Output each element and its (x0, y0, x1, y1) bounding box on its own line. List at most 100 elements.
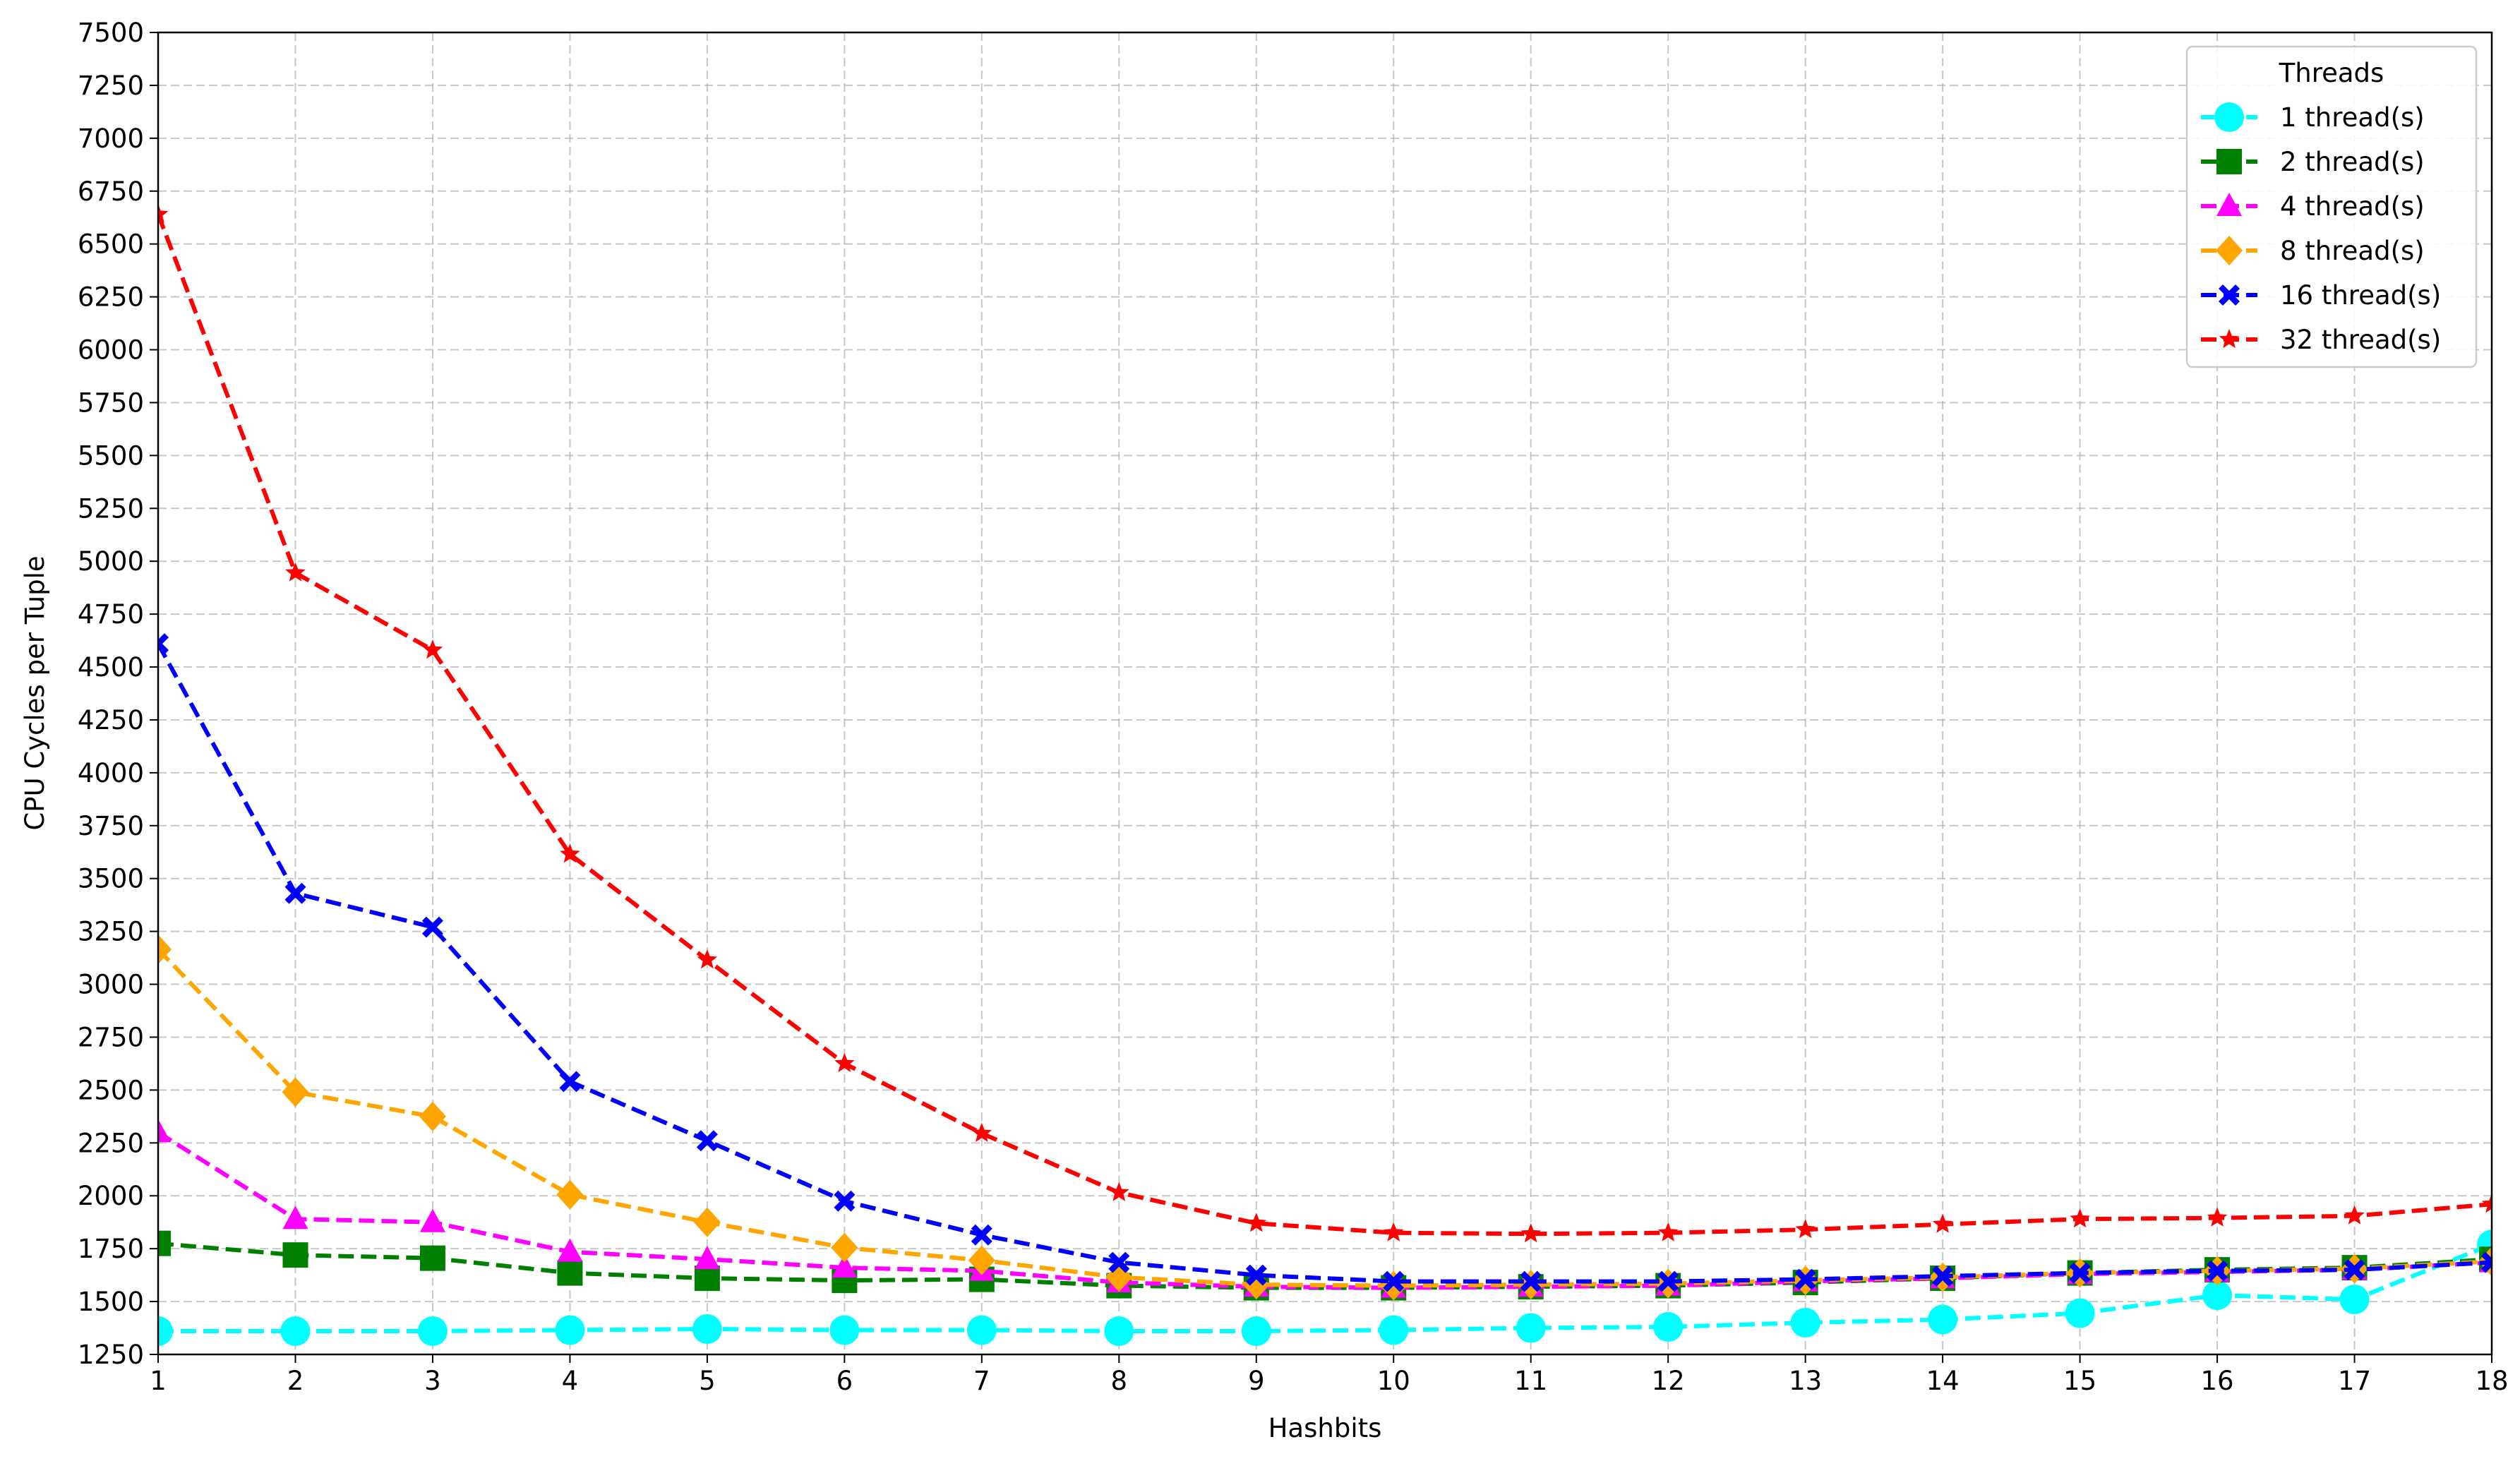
y-tick-label: 1500 (78, 1287, 144, 1317)
data-point (2070, 1208, 2090, 1228)
data-point (1932, 1265, 1954, 1287)
data-point (557, 1238, 583, 1262)
legend: Threads 1 thread(s) 2 thread(s) 4 thread(s… (2185, 45, 2478, 368)
data-point (158, 934, 172, 965)
legend-entry: 32 thread(s) (2201, 325, 2441, 355)
data-point (968, 1245, 995, 1275)
data-point (556, 1179, 584, 1210)
data-point (1383, 1270, 1405, 1292)
data-point (697, 949, 718, 969)
data-point (2216, 149, 2242, 174)
y-tick-label: 7250 (78, 71, 144, 101)
data-point (2207, 1260, 2228, 1282)
y-axis-label: CPU Cycles per Tuple (20, 555, 50, 830)
y-tick-label: 1250 (78, 1340, 144, 1370)
y-tick-label: 6250 (78, 282, 144, 313)
y-tick-label: 6500 (78, 229, 144, 260)
data-point (1928, 1304, 1958, 1335)
data-point (555, 1315, 585, 1345)
series-layer (158, 203, 2492, 1347)
data-point (422, 639, 443, 659)
data-point (834, 1190, 856, 1212)
data-point (696, 1130, 718, 1152)
data-point (417, 1316, 448, 1347)
series-line (158, 213, 2492, 1237)
legend-label: 32 thread(s) (2280, 325, 2441, 355)
data-point (158, 633, 169, 655)
data-point (158, 1230, 171, 1256)
data-point (282, 1242, 308, 1268)
data-point (158, 1119, 171, 1143)
y-axis: 1250 1500 1750 2000 2250 2500 2750 3000 3250 3500… (78, 18, 158, 1370)
x-tick-label: 3 (424, 1366, 441, 1396)
data-point (419, 1245, 445, 1271)
data-point (284, 882, 306, 904)
x-tick-label: 1 (150, 1366, 167, 1396)
data-point (1245, 1264, 1267, 1286)
legend-box (2185, 45, 2478, 368)
x-tick-label: 17 (2338, 1366, 2371, 1396)
x-axis: 1 2 3 4 5 6 7 8 9 10 11 12 13 14 15 16 17 18 (150, 1354, 2509, 1396)
x-tick-label: 9 (1248, 1366, 1265, 1396)
data-point (2481, 1251, 2492, 1273)
data-point (2219, 329, 2240, 349)
data-point (2344, 1259, 2365, 1281)
data-point (2214, 102, 2244, 132)
data-point (560, 843, 580, 863)
x-tick-label: 5 (699, 1366, 716, 1396)
y-tick-label: 1750 (78, 1234, 144, 1264)
y-tick-label: 3000 (78, 970, 144, 1000)
data-point (2216, 193, 2242, 216)
x-tick-label: 2 (287, 1366, 304, 1396)
x-tick-label: 11 (1514, 1366, 1547, 1396)
y-tick-label: 5500 (78, 440, 144, 471)
data-point (285, 562, 306, 582)
legend-label: 16 thread(s) (2280, 280, 2441, 311)
data-point (2339, 1285, 2370, 1315)
data-point (831, 1232, 858, 1263)
legend-entry: 8 thread(s) (2201, 236, 2425, 266)
data-point (1520, 1270, 1542, 1292)
data-point (2069, 1262, 2091, 1284)
x-tick-label: 16 (2201, 1366, 2234, 1396)
y-tick-label: 2750 (78, 1022, 144, 1052)
y-tick-label: 4750 (78, 599, 144, 630)
data-point (1794, 1268, 1816, 1290)
data-point (421, 916, 443, 938)
data-point (829, 1315, 860, 1345)
data-point (1246, 1213, 1266, 1232)
legend-entry: 16 thread(s) (2201, 280, 2441, 311)
data-point (559, 1071, 581, 1093)
data-point (2216, 236, 2243, 265)
x-tick-label: 10 (1377, 1366, 1410, 1396)
legend-entry: 4 thread(s) (2201, 191, 2425, 222)
y-tick-label: 5750 (78, 387, 144, 418)
data-point (1520, 1223, 1541, 1243)
y-tick-label: 6750 (78, 176, 144, 207)
legend-title: Threads (2279, 58, 2384, 88)
data-point (834, 1052, 855, 1073)
y-tick-label: 2000 (78, 1181, 144, 1211)
y-tick-label: 2500 (78, 1075, 144, 1105)
y-tick-label: 4000 (78, 758, 144, 788)
legend-entry: 2 thread(s) (2201, 147, 2425, 177)
x-tick-label: 8 (1111, 1366, 1128, 1396)
data-point (1384, 1222, 1404, 1241)
data-point (1657, 1270, 1679, 1292)
data-point (1790, 1308, 1820, 1338)
data-point (280, 1316, 311, 1347)
data-point (694, 1246, 720, 1270)
data-point (158, 203, 169, 223)
series-6 (158, 203, 2492, 1243)
y-tick-label: 7500 (78, 18, 144, 48)
data-point (1108, 1251, 1130, 1273)
plot-frame (157, 31, 2493, 1356)
data-point (693, 1207, 721, 1237)
x-tick-label: 7 (973, 1366, 990, 1396)
y-tick-label: 3250 (78, 917, 144, 947)
legend-label: 2 thread(s) (2280, 147, 2425, 177)
data-point (557, 1260, 583, 1286)
data-point (966, 1315, 997, 1345)
series-line (158, 642, 2492, 1284)
